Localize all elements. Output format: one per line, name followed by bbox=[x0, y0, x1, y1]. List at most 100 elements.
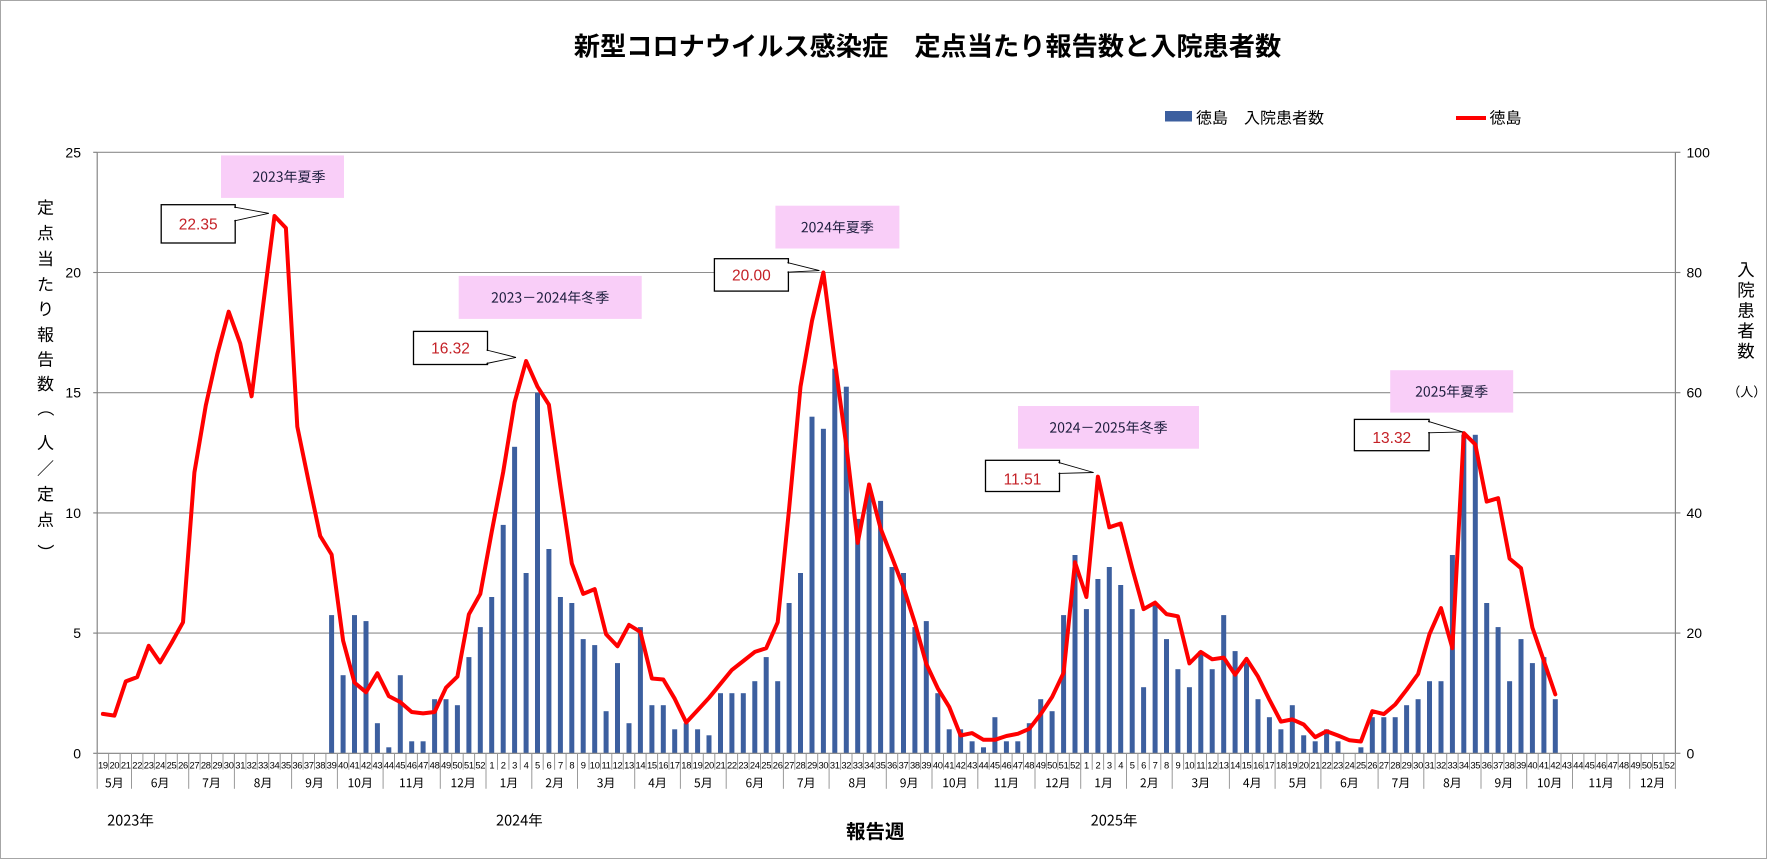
svg-text:31: 31 bbox=[235, 760, 245, 771]
svg-text:33: 33 bbox=[853, 760, 863, 771]
svg-text:15: 15 bbox=[1242, 760, 1252, 771]
svg-text:47: 47 bbox=[1013, 760, 1023, 771]
svg-text:51: 51 bbox=[1059, 760, 1069, 771]
svg-text:37: 37 bbox=[1493, 760, 1503, 771]
svg-text:6: 6 bbox=[546, 760, 551, 771]
svg-text:41: 41 bbox=[350, 760, 360, 771]
svg-text:44: 44 bbox=[1573, 760, 1583, 771]
svg-text:28: 28 bbox=[1390, 760, 1400, 771]
svg-text:11: 11 bbox=[602, 760, 611, 771]
svg-text:36: 36 bbox=[292, 760, 302, 771]
svg-text:44: 44 bbox=[979, 760, 989, 771]
svg-text:27: 27 bbox=[1379, 760, 1389, 771]
svg-text:7: 7 bbox=[1153, 760, 1158, 771]
svg-text:23: 23 bbox=[1333, 760, 1343, 771]
svg-text:100: 100 bbox=[1687, 144, 1711, 160]
svg-text:44: 44 bbox=[384, 760, 394, 771]
svg-text:5: 5 bbox=[73, 625, 81, 641]
svg-text:40: 40 bbox=[1527, 760, 1537, 771]
svg-text:31: 31 bbox=[1425, 760, 1435, 771]
svg-text:30: 30 bbox=[1413, 760, 1423, 771]
svg-text:10: 10 bbox=[65, 505, 81, 521]
svg-text:17: 17 bbox=[670, 760, 680, 771]
svg-text:6: 6 bbox=[1141, 760, 1146, 771]
svg-text:13: 13 bbox=[1219, 760, 1229, 771]
svg-text:14: 14 bbox=[1230, 760, 1240, 771]
svg-text:5: 5 bbox=[535, 760, 540, 771]
svg-text:37: 37 bbox=[899, 760, 909, 771]
svg-text:9: 9 bbox=[1175, 760, 1180, 771]
svg-text:22: 22 bbox=[1322, 760, 1332, 771]
svg-text:39: 39 bbox=[921, 760, 931, 771]
svg-text:49: 49 bbox=[441, 760, 451, 771]
svg-text:8: 8 bbox=[1164, 760, 1169, 771]
svg-text:0: 0 bbox=[1687, 745, 1695, 761]
svg-text:3: 3 bbox=[512, 760, 517, 771]
svg-text:49: 49 bbox=[1630, 760, 1640, 771]
svg-text:10: 10 bbox=[1184, 760, 1194, 771]
svg-text:35: 35 bbox=[1470, 760, 1480, 771]
svg-text:51: 51 bbox=[1653, 760, 1663, 771]
svg-text:48: 48 bbox=[1024, 760, 1034, 771]
svg-text:42: 42 bbox=[1550, 760, 1560, 771]
svg-text:25: 25 bbox=[65, 144, 81, 160]
svg-text:5: 5 bbox=[1130, 760, 1135, 771]
svg-text:52: 52 bbox=[1070, 760, 1080, 771]
svg-text:37: 37 bbox=[304, 760, 314, 771]
svg-text:48: 48 bbox=[430, 760, 440, 771]
svg-text:4: 4 bbox=[524, 760, 529, 771]
svg-text:45: 45 bbox=[990, 760, 1000, 771]
svg-text:80: 80 bbox=[1687, 265, 1703, 281]
svg-text:43: 43 bbox=[967, 760, 977, 771]
svg-text:30: 30 bbox=[224, 760, 234, 771]
svg-text:29: 29 bbox=[1402, 760, 1412, 771]
svg-text:20.00: 20.00 bbox=[732, 268, 771, 285]
svg-text:29: 29 bbox=[212, 760, 222, 771]
svg-text:38: 38 bbox=[910, 760, 920, 771]
svg-text:7: 7 bbox=[558, 760, 563, 771]
svg-text:22: 22 bbox=[727, 760, 737, 771]
svg-text:13.32: 13.32 bbox=[1372, 430, 1411, 447]
svg-text:25: 25 bbox=[1356, 760, 1366, 771]
svg-text:27: 27 bbox=[784, 760, 794, 771]
svg-text:23: 23 bbox=[144, 760, 154, 771]
svg-text:34: 34 bbox=[270, 760, 280, 771]
svg-text:31: 31 bbox=[830, 760, 840, 771]
svg-text:34: 34 bbox=[1459, 760, 1469, 771]
svg-text:51: 51 bbox=[464, 760, 474, 771]
svg-text:40: 40 bbox=[338, 760, 348, 771]
svg-text:14: 14 bbox=[635, 760, 645, 771]
svg-text:35: 35 bbox=[876, 760, 886, 771]
svg-text:46: 46 bbox=[1596, 760, 1606, 771]
svg-text:40: 40 bbox=[933, 760, 943, 771]
svg-text:50: 50 bbox=[1047, 760, 1057, 771]
svg-text:60: 60 bbox=[1687, 385, 1703, 401]
svg-text:16: 16 bbox=[1253, 760, 1263, 771]
svg-text:28: 28 bbox=[796, 760, 806, 771]
svg-text:20: 20 bbox=[1299, 760, 1309, 771]
svg-text:23: 23 bbox=[738, 760, 748, 771]
svg-text:52: 52 bbox=[1665, 760, 1675, 771]
svg-text:25: 25 bbox=[167, 760, 177, 771]
svg-text:45: 45 bbox=[395, 760, 405, 771]
svg-text:46: 46 bbox=[407, 760, 417, 771]
svg-text:28: 28 bbox=[201, 760, 211, 771]
svg-text:39: 39 bbox=[1516, 760, 1526, 771]
svg-text:18: 18 bbox=[681, 760, 691, 771]
svg-text:19: 19 bbox=[693, 760, 703, 771]
svg-text:2: 2 bbox=[501, 760, 506, 771]
svg-text:47: 47 bbox=[1608, 760, 1618, 771]
svg-text:30: 30 bbox=[818, 760, 828, 771]
svg-text:10: 10 bbox=[590, 760, 600, 771]
svg-text:25: 25 bbox=[761, 760, 771, 771]
svg-text:40: 40 bbox=[1687, 505, 1703, 521]
svg-text:19: 19 bbox=[1287, 760, 1297, 771]
svg-text:33: 33 bbox=[258, 760, 268, 771]
svg-text:11.51: 11.51 bbox=[1004, 472, 1042, 489]
svg-text:11: 11 bbox=[1196, 760, 1205, 771]
svg-text:36: 36 bbox=[887, 760, 897, 771]
svg-text:21: 21 bbox=[121, 760, 131, 771]
svg-text:52: 52 bbox=[475, 760, 485, 771]
svg-text:47: 47 bbox=[418, 760, 428, 771]
svg-text:38: 38 bbox=[315, 760, 325, 771]
